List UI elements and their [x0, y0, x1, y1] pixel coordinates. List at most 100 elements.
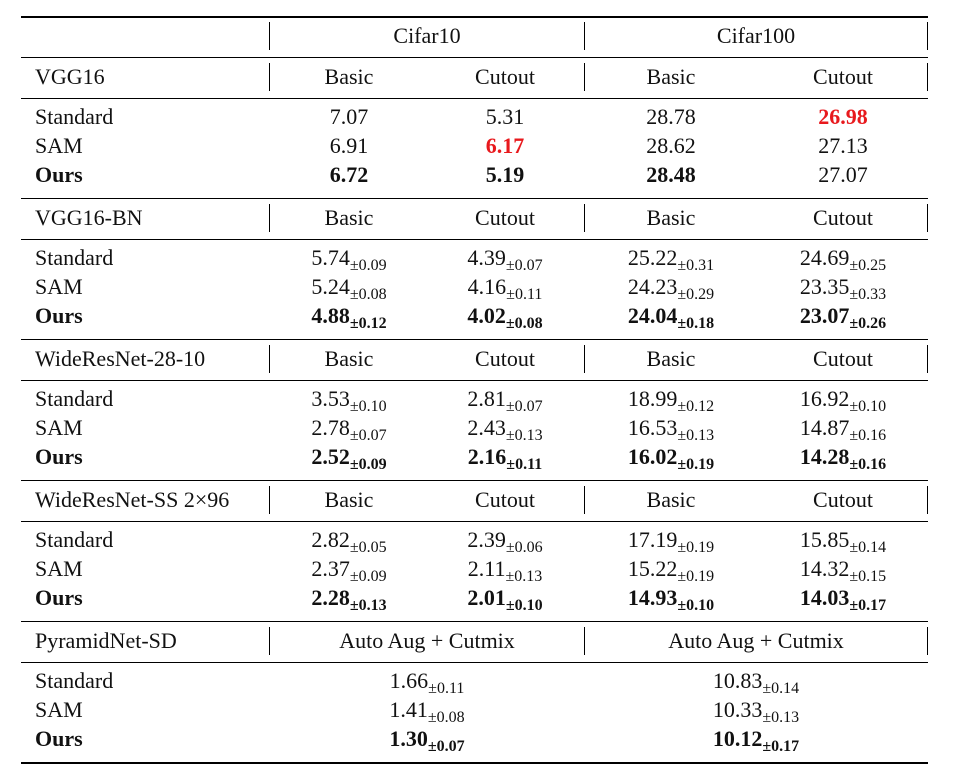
- method-name: SAM: [35, 415, 83, 440]
- cell-value: 23.35: [799, 274, 850, 299]
- table-cell: 2.43±0.13: [467, 415, 542, 444]
- cell-value: 6.72: [329, 162, 369, 187]
- cell-value: 5.31: [485, 104, 525, 129]
- cell-value: 28.62: [646, 133, 696, 158]
- column-header: Basic: [324, 346, 374, 371]
- header-separator: [269, 22, 270, 50]
- table-cell: 15.22±0.19: [628, 556, 714, 585]
- table-cell: 2.11±0.13: [468, 556, 542, 585]
- table-cell: 2.16±0.11: [468, 444, 542, 473]
- method-name: Standard: [35, 104, 114, 129]
- column-header: Cutout: [475, 205, 535, 230]
- cell-value: 3.53: [311, 386, 350, 411]
- cell-std: ±0.17: [762, 738, 800, 755]
- table-cell: 18.99±0.12: [628, 386, 714, 415]
- table-cell: 5.74±0.09: [311, 245, 386, 274]
- method-name: Ours: [35, 585, 83, 610]
- cell-std: ±0.16: [849, 456, 887, 473]
- column-separator: [927, 627, 928, 655]
- cell-value: 6.17: [485, 133, 525, 158]
- cell-value: 4.88: [311, 303, 350, 328]
- column-separator: [269, 627, 270, 655]
- table-cell: 14.87±0.16: [800, 415, 886, 444]
- cell-value: 2.39: [467, 527, 506, 552]
- bottom-rule: [21, 762, 928, 764]
- cell-value: 28.78: [646, 104, 696, 129]
- cell-value: 27.07: [818, 162, 868, 187]
- method-name: Standard: [35, 245, 114, 270]
- cell-value: 6.91: [329, 133, 369, 158]
- column-separator: [269, 204, 270, 232]
- cell-value: 1.66: [389, 668, 429, 693]
- table-cell: 14.32±0.15: [800, 556, 886, 585]
- header-separator: [927, 22, 928, 50]
- table-cell: 4.39±0.07: [467, 245, 542, 274]
- cell-std: ±0.08: [505, 315, 543, 332]
- model-name: WideResNet-28-10: [35, 346, 206, 371]
- column-separator: [584, 627, 585, 655]
- cell-value: 16.02: [627, 444, 678, 469]
- column-separator: [927, 63, 928, 91]
- cell-value: 25.22: [627, 245, 678, 270]
- cell-value: 28.48: [646, 162, 696, 187]
- table-cell: 25.22±0.31: [628, 245, 714, 274]
- cell-value: 5.74: [311, 245, 350, 270]
- column-separator: [927, 345, 928, 373]
- table-cell: 14.93±0.10: [628, 585, 714, 614]
- cell-std: ±0.07: [349, 427, 387, 444]
- table-cell: 6.72: [330, 162, 369, 188]
- table-cell: 2.78±0.07: [311, 415, 386, 444]
- section-divider: [21, 480, 928, 481]
- header-separator: [584, 22, 585, 50]
- cell-value: 14.87: [799, 415, 850, 440]
- table-cell: 10.33±0.13: [713, 697, 799, 726]
- cell-value: 23.07: [799, 303, 850, 328]
- cell-std: ±0.16: [849, 427, 887, 444]
- cell-std: ±0.08: [349, 286, 387, 303]
- table-cell: 28.62: [646, 133, 696, 159]
- cell-std: ±0.13: [762, 709, 800, 726]
- column-header: Auto Aug + Cutmix: [668, 628, 844, 653]
- method-name: SAM: [35, 697, 83, 722]
- cell-value: 2.01: [467, 585, 506, 610]
- model-name: VGG16: [35, 64, 105, 89]
- table-cell: 1.41±0.08: [389, 697, 464, 726]
- method-name: SAM: [35, 133, 83, 158]
- cell-value: 24.04: [627, 303, 678, 328]
- section-divider: [21, 621, 928, 622]
- cell-value: 16.92: [799, 386, 850, 411]
- table-cell: 5.19: [486, 162, 525, 188]
- cell-value: 4.39: [467, 245, 506, 270]
- cell-std: ±0.29: [677, 286, 715, 303]
- cell-value: 2.28: [311, 585, 350, 610]
- method-name: Standard: [35, 527, 114, 552]
- cell-value: 2.11: [467, 556, 506, 581]
- table-cell: 1.66±0.11: [390, 668, 465, 697]
- cell-value: 24.23: [627, 274, 678, 299]
- cell-std: ±0.08: [427, 709, 465, 726]
- section-rule: [21, 380, 928, 381]
- model-name: VGG16-BN: [35, 205, 143, 230]
- model-name: PyramidNet-SD: [35, 628, 177, 653]
- method-name: SAM: [35, 556, 83, 581]
- cell-value: 15.85: [799, 527, 850, 552]
- cell-std: ±0.05: [349, 539, 387, 556]
- cell-std: ±0.09: [349, 257, 387, 274]
- cell-std: ±0.07: [505, 398, 543, 415]
- table-cell: 15.85±0.14: [800, 527, 886, 556]
- column-separator: [927, 204, 928, 232]
- column-separator: [584, 204, 585, 232]
- cell-std: ±0.14: [762, 680, 800, 697]
- column-header: Cutout: [475, 346, 535, 371]
- table-cell: 5.31: [486, 104, 525, 130]
- table-cell: 2.28±0.13: [311, 585, 386, 614]
- cell-value: 2.78: [311, 415, 350, 440]
- table-cell: 6.91: [330, 133, 369, 159]
- cell-std: ±0.25: [849, 257, 887, 274]
- table-cell: 4.88±0.12: [311, 303, 386, 332]
- cell-value: 15.22: [627, 556, 678, 581]
- cell-value: 2.81: [467, 386, 506, 411]
- column-header: Basic: [646, 346, 696, 371]
- table-cell: 24.04±0.18: [628, 303, 714, 332]
- cell-std: ±0.15: [849, 568, 887, 585]
